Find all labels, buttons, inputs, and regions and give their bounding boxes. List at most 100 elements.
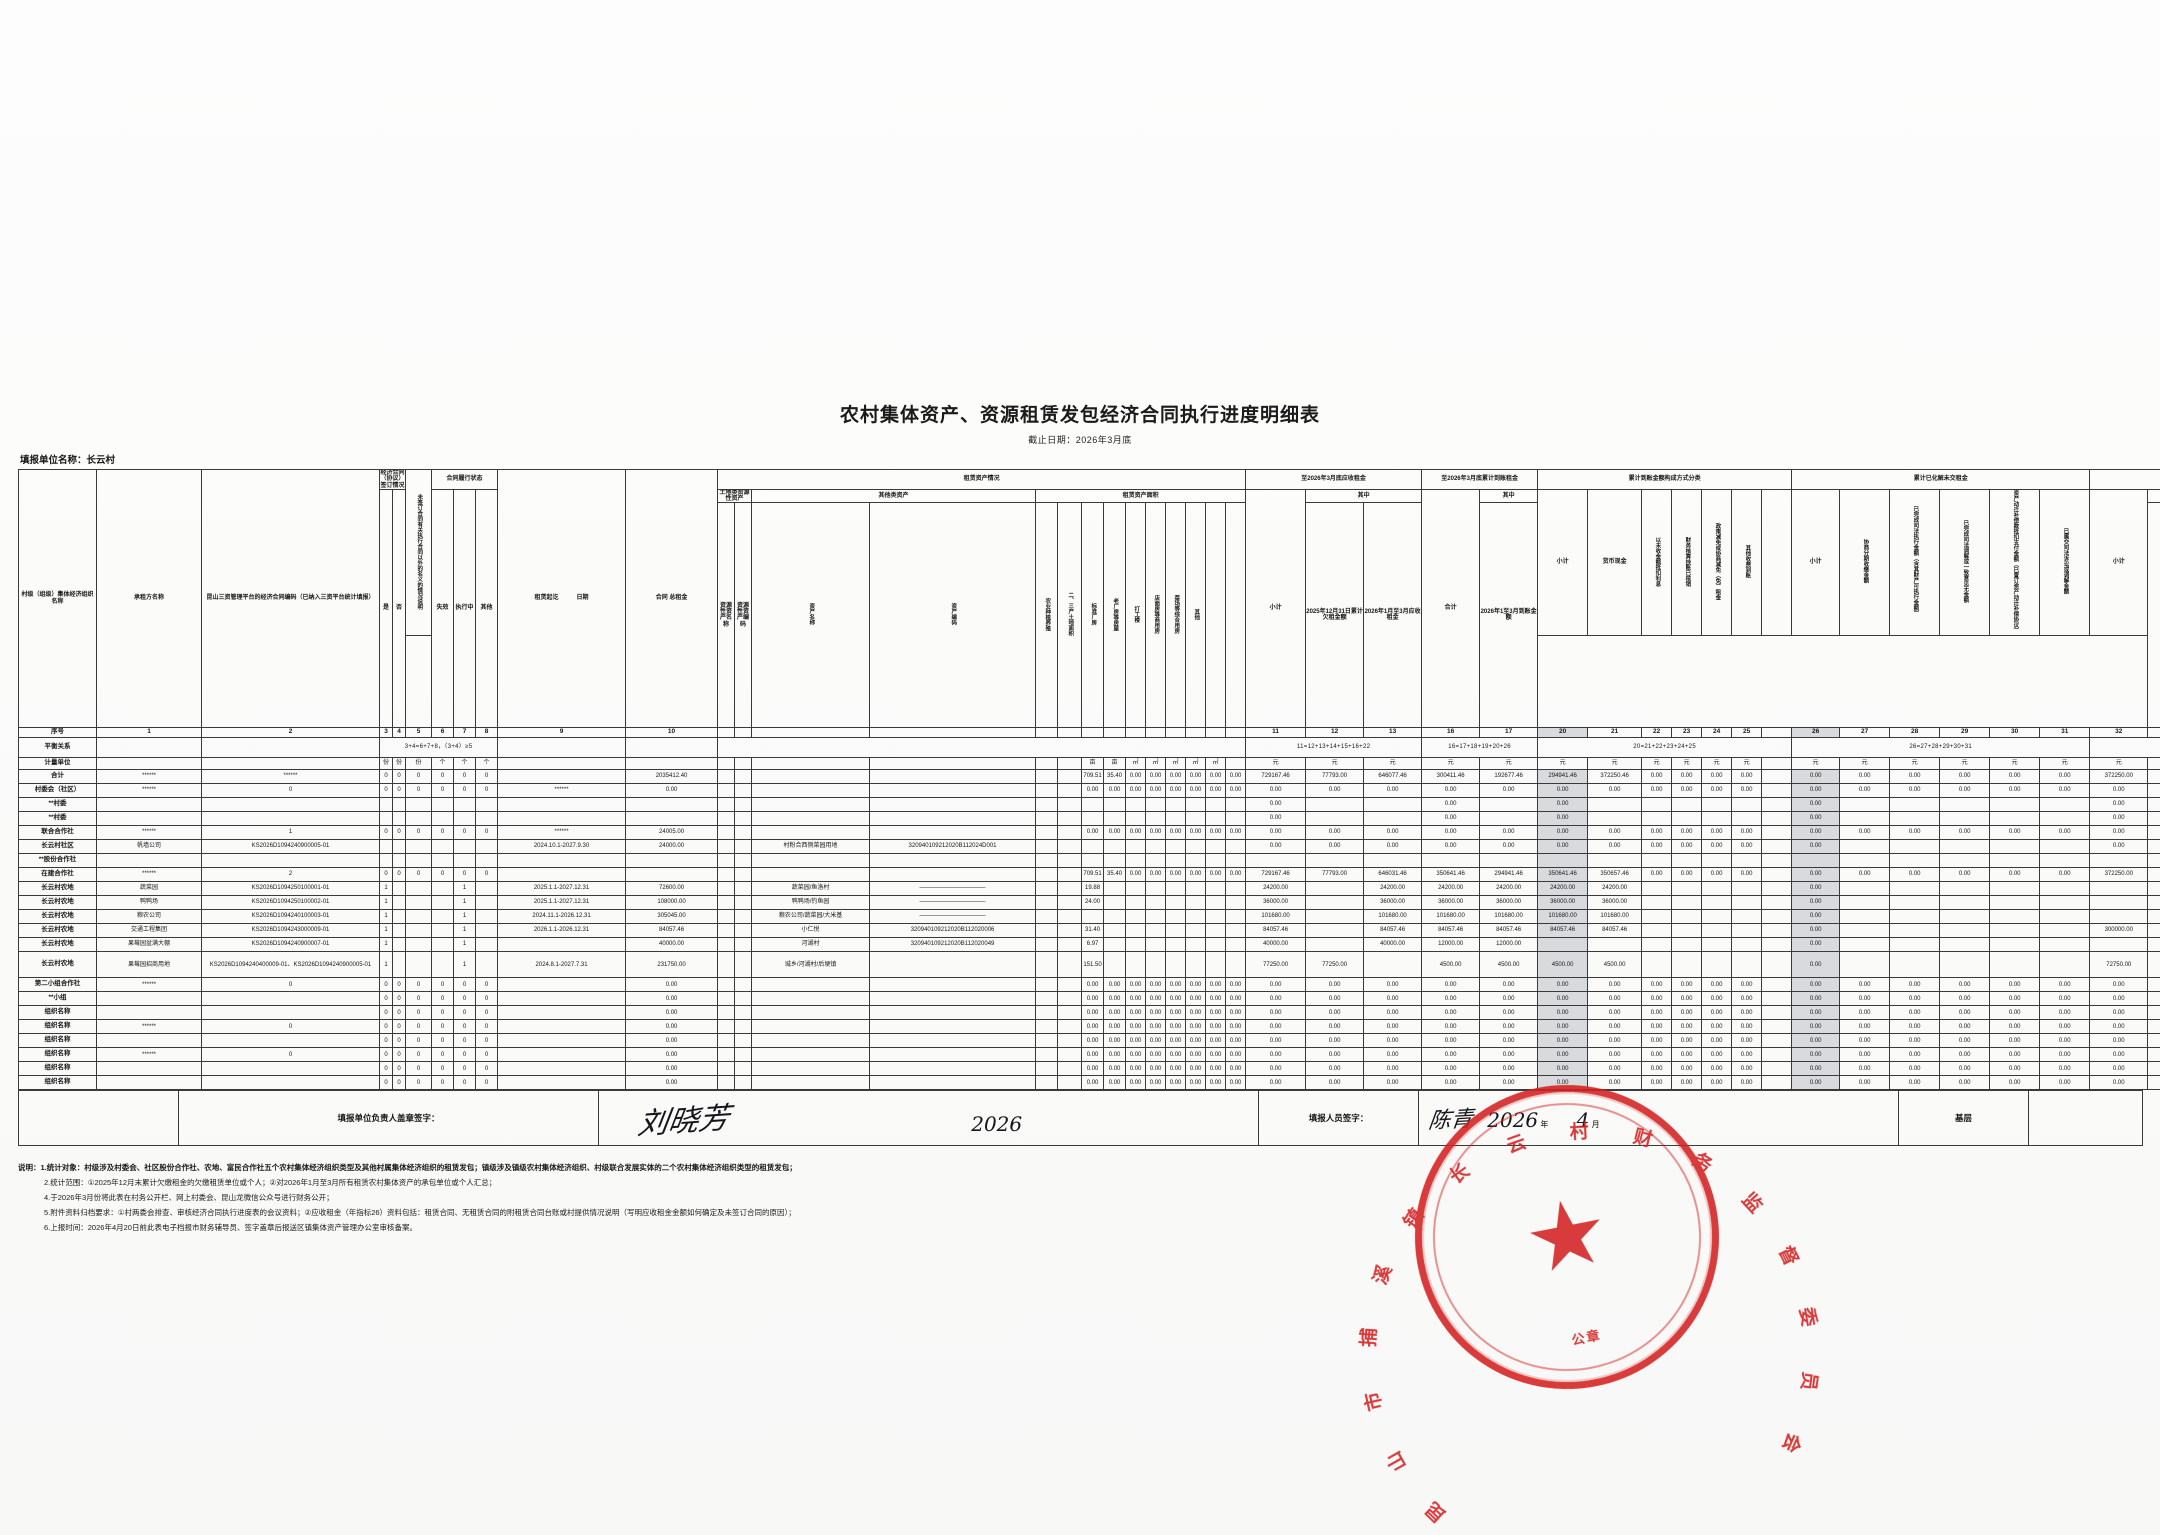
row-area-7	[1225, 923, 1247, 939]
table-row[interactable]: 长云村农地 交通工程集团 KS2026D1094243000009-01 1 1 2026…	[18, 923, 2160, 939]
balance-2: 11=12+13+14+15+16+22	[1245, 737, 1423, 759]
table-row[interactable]: 组织名称 0 0 0 0 0 0 0.00 0.00 0.00 0.00 0.00 0.00 0.00 0.…	[18, 1033, 2160, 1049]
row-area-7: 0.00	[1225, 1005, 1247, 1021]
row-compose-22: 0.00	[1641, 1075, 1673, 1091]
row-asset-name	[1035, 923, 1059, 939]
row-resource-name	[751, 1075, 871, 1091]
row-lease-period	[497, 1061, 627, 1077]
row-state-running	[453, 853, 477, 869]
table-row[interactable]: 长云村农地 鸭鸭场 KS2026D1094250100002-01 1 1 2025.1.…	[18, 895, 2160, 911]
row-asset-code	[1057, 991, 1083, 1007]
th-state-expired: 失效	[431, 488, 455, 729]
table-row[interactable]: 长云村农地 果莓园招商用地 KS2026D1094240400009-01、KS20…	[18, 951, 2160, 979]
row-received-total: 0.00	[1421, 811, 1481, 827]
row-pad	[717, 1047, 736, 1063]
th-asset-name: 资产名称	[751, 502, 871, 729]
row-area-4	[1165, 923, 1187, 939]
row-state-running: 0	[453, 1075, 477, 1091]
row-state-running: 1	[453, 881, 477, 897]
table-row[interactable]: 长云村社区 帆墙公司 KS2026D1094240900005-01 2024.10.…	[18, 839, 2160, 855]
unit-blank	[1035, 757, 1059, 771]
table-row[interactable]: 第二小组合作社 ****** 0 0 0 0 0 0 0 0.00 0.00 0.00 0.00 0.00…	[18, 977, 2160, 993]
row-state-expired: 0	[431, 825, 455, 841]
table-row[interactable]: 在建合作社 ****** 2 0 0 0 0 0 0 709.51 35.40 0.00 0.00 0.0…	[18, 867, 2160, 883]
table-row[interactable]: **小组 0 0 0 0 0 0 0.00 0.00 0.00 0.00 0.00 0.00 0.00 0.…	[18, 991, 2160, 1007]
row-lease-period	[497, 769, 627, 785]
row-compose-cash: 0.00	[1587, 839, 1643, 855]
table-row[interactable]: 组织名称 ****** 0 0 0 0 0 0 0 0.00 0.00 0.00 0.00 0.00 0.0…	[18, 1047, 2160, 1063]
notes-section: 说明：1.统计对象：村级涉及村委会、社区股份合作社、农地、富民合作社五个农村集体…	[18, 1160, 2142, 1235]
row-sign-yes: 0	[379, 991, 393, 1007]
row-asset-code	[1057, 839, 1083, 855]
table-row[interactable]: 联合合作社 ****** 1 0 0 0 0 0 0 ****** 24005.00 0.00 0.00…	[18, 825, 2160, 841]
row-state-running: 0	[453, 1019, 477, 1035]
row-compose-22: 0.00	[1641, 783, 1673, 799]
row-received-2026q1: 294941.46	[1479, 867, 1539, 883]
row-sign-no: 0	[391, 825, 407, 841]
row-resource-name	[751, 977, 871, 993]
row-arrears-subtotal: 0.00	[2089, 1075, 2149, 1091]
row-state-other	[475, 923, 499, 939]
page-title: 农村集体资产、资源租赁发包经济合同执行进度明细表	[839, 404, 1320, 426]
row-area-3: 0.00	[1145, 1005, 1167, 1021]
row-area-7	[1225, 895, 1247, 911]
serial-cell: 25	[1731, 727, 1763, 739]
row-no-contract-reason: 0	[405, 991, 433, 1007]
row-area-6: 0.00	[1205, 991, 1227, 1007]
th-comp-offset: 以未收金额抵扣利息	[1641, 488, 1673, 637]
table-row[interactable]: 合计 ****** ****** 0 0 0 0 0 0 2035412.40 709.51 35.4…	[18, 769, 2160, 785]
row-total-rent: 0.00	[625, 1005, 719, 1021]
row-pad	[717, 951, 736, 979]
serial-cell: 4	[391, 727, 407, 739]
table-row[interactable]: **村委0.000.000.000.000.00#DIV/0!	[18, 811, 2160, 827]
row-resource-code	[869, 951, 1037, 979]
row-resolved-subtotal: 0.00	[1791, 977, 1841, 993]
row-asset-code	[1057, 797, 1083, 813]
row-org-name: 长云村农地	[18, 923, 97, 939]
row-resolved-agreed	[1839, 909, 1891, 925]
row-resolved-legal	[1889, 909, 1941, 925]
row-owed-2025	[1305, 937, 1365, 953]
row-compose-cash: 0.00	[1587, 1005, 1643, 1021]
table-row[interactable]: 村委会（社区） ****** 0 0 0 0 0 0 0 ****** 0.00 0.00 0.00 0.…	[18, 783, 2160, 799]
unit-label: 计量单位	[18, 757, 97, 771]
table-row[interactable]: 长云村农地 蔬菜园 KS2026D1094250100001-01 1 1 2025.1.…	[18, 881, 2160, 897]
serial-cell: 16	[1421, 727, 1481, 739]
row-state-other	[475, 937, 499, 953]
row-compose-25: 0.00	[1731, 977, 1763, 993]
row-compose-25: 0.00	[1731, 1061, 1763, 1077]
row-receivable-2026q1: 40000.00	[1363, 937, 1423, 953]
row-area-2	[1125, 923, 1147, 939]
table-row[interactable]: 组织名称 0 0 0 0 0 0 0.00 0.00 0.00 0.00 0.00 0.00 0.00 0.…	[18, 1005, 2160, 1021]
row-resolved-asset: 0.00	[1989, 825, 2041, 841]
table-row[interactable]: 组织名称 0 0 0 0 0 0 0.00 0.00 0.00 0.00 0.00 0.00 0.00 0.…	[18, 1061, 2160, 1077]
unit-cell: 元	[1671, 757, 1703, 771]
row-receivable-subtotal: 0.00	[1245, 811, 1307, 827]
table-row[interactable]: 长云村农地 果莓园盆满大棚 KS2026D1094240900007-01 1 1 400…	[18, 937, 2160, 953]
row-resolved-mediate	[1939, 923, 1991, 939]
row-resolved-mediate	[1939, 951, 1991, 979]
table-row[interactable]: 组织名称 ****** 0 0 0 0 0 0 0 0.00 0.00 0.00 0.00 0.00 0.0…	[18, 1019, 2160, 1035]
row-owed-2025	[1305, 895, 1365, 911]
row-received-total: 36000.00	[1421, 895, 1481, 911]
row-compose-subtotal	[1537, 937, 1589, 953]
row-lease-period: ******	[497, 783, 627, 799]
row-area-1	[1103, 951, 1127, 979]
row-resolved-other: 0.00	[2039, 1061, 2091, 1077]
th-area-5: 店面房等商用房	[1145, 502, 1167, 729]
th-res-mediate: 已完成司法调解或一致意见无金额	[1939, 488, 1991, 637]
row-tenant: ******	[96, 1047, 202, 1063]
table-row[interactable]: 组织名称 0 0 0 0 0 0 0.00 0.00 0.00 0.00 0.00 0.00 0.00 0.…	[18, 1075, 2160, 1091]
row-area-3: 0.00	[1145, 991, 1167, 1007]
row-area-7: 0.00	[1225, 1047, 1247, 1063]
serial-cell: 30	[1989, 727, 2041, 739]
row-no-contract-reason: 0	[405, 1033, 433, 1049]
row-area-0: 0.00	[1081, 1047, 1105, 1063]
row-asset-name	[1035, 853, 1059, 869]
table-row[interactable]: **股份合作社	[18, 853, 2160, 869]
row-state-running	[453, 839, 477, 855]
table-row[interactable]: **村委0.000.000.000.000.00#DIV/0!	[18, 797, 2160, 813]
table-row[interactable]: 长云村农地 粮农公司 KS2026D1094240100003-01 1 1 2024.1…	[18, 909, 2160, 925]
row-resolved-mediate	[1939, 895, 1991, 911]
row-compose-22: 0.00	[1641, 825, 1673, 841]
